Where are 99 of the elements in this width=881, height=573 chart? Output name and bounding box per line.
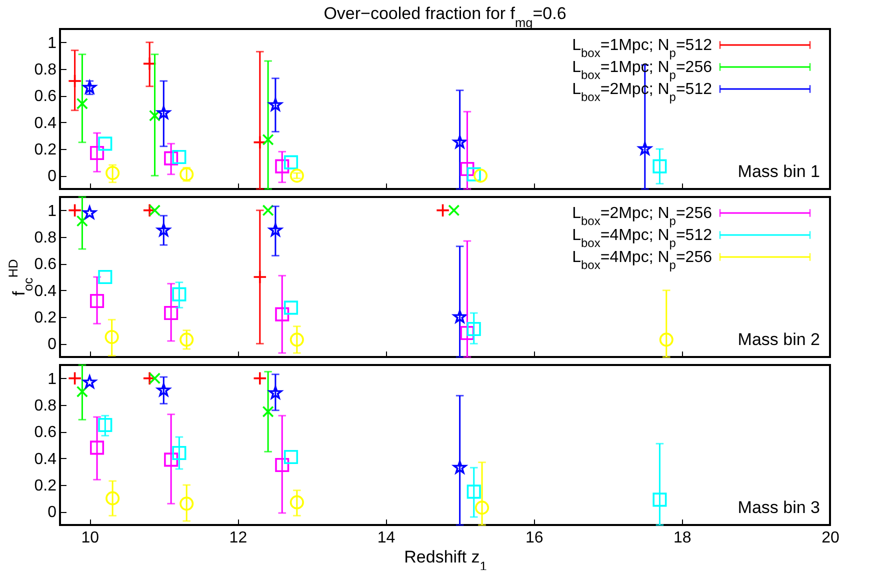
x-tick-label: 18	[674, 530, 692, 546]
y-tick-label: 0.2	[34, 310, 57, 326]
point	[652, 492, 667, 507]
y-tick-label: 0	[48, 336, 57, 354]
point	[474, 168, 488, 183]
point	[156, 223, 170, 236]
point	[436, 203, 450, 218]
point	[142, 56, 157, 71]
point	[180, 332, 194, 347]
point	[68, 74, 82, 88]
point	[98, 136, 112, 151]
point	[68, 203, 82, 218]
point	[262, 406, 274, 418]
y-tick-label: 0.4	[34, 282, 57, 300]
point	[90, 294, 104, 308]
y-tick-label: 0	[48, 168, 57, 186]
point	[164, 151, 178, 166]
y-tick-label: 0.6	[34, 256, 57, 274]
y-tick-label: 0.6	[34, 424, 57, 442]
point	[76, 98, 88, 110]
point	[638, 142, 652, 155]
point	[448, 204, 460, 216]
point	[156, 383, 170, 396]
point	[172, 287, 186, 302]
point	[252, 270, 267, 284]
y-tick-label: 0.4	[34, 450, 57, 468]
legend-label: L$_{box}$=4Mpc; N$_{p}$=256	[572, 249, 712, 272]
point	[460, 326, 474, 340]
x-tick-label: 10	[81, 530, 100, 546]
point	[76, 386, 88, 398]
point	[290, 168, 304, 183]
point	[82, 206, 96, 219]
point	[98, 270, 112, 284]
point	[164, 306, 178, 320]
point	[262, 134, 274, 146]
point	[106, 166, 120, 180]
point	[474, 500, 490, 515]
y-tick-label: 0.2	[34, 478, 57, 494]
point	[90, 146, 104, 160]
point	[466, 322, 481, 336]
point	[148, 204, 161, 216]
point	[262, 204, 274, 216]
point	[156, 106, 170, 119]
point	[453, 310, 467, 323]
annotation: Mass bin 2	[738, 330, 820, 349]
point	[290, 332, 304, 347]
point	[460, 162, 474, 176]
y-tick-label: 0.2	[34, 142, 57, 158]
point	[172, 446, 186, 460]
point	[148, 110, 161, 122]
point	[90, 440, 104, 455]
point	[76, 215, 88, 227]
point	[290, 495, 304, 510]
point	[275, 458, 290, 472]
point	[453, 460, 467, 474]
y-tick-label: 0.8	[34, 398, 57, 414]
point	[275, 159, 290, 174]
legend-label: L$_{box}$=2Mpc; N$_{p}$=256	[572, 205, 712, 228]
legend-label: L$_{box}$=1Mpc; N$_{p}$=512	[572, 37, 712, 60]
point	[284, 155, 298, 170]
y-tick-label: 0.8	[34, 230, 57, 246]
point	[148, 372, 161, 384]
point	[466, 167, 481, 182]
y-tick-label: 0.6	[34, 88, 57, 106]
point	[284, 450, 298, 464]
y-tick-label: 0	[48, 504, 57, 522]
point	[252, 135, 267, 150]
point	[652, 159, 667, 174]
point	[68, 371, 82, 386]
point	[106, 491, 120, 506]
x-tick-label: 14	[377, 530, 396, 546]
point	[82, 375, 96, 388]
x-tick-label: 12	[229, 530, 248, 546]
x-tick-label: 16	[525, 530, 544, 546]
y-tick-label: 0.8	[34, 62, 57, 78]
y-tick-label: 1	[48, 370, 57, 388]
point	[659, 332, 674, 347]
annotation: Mass bin 3	[738, 498, 820, 517]
point	[98, 418, 112, 432]
x-axis-title: Redshift z$_{1}$	[404, 548, 487, 573]
point	[104, 330, 119, 344]
point	[164, 452, 178, 467]
y-tick-label: 0.4	[34, 114, 57, 132]
point	[453, 135, 467, 148]
point	[268, 223, 282, 236]
point	[268, 386, 282, 399]
point	[284, 300, 298, 315]
annotation: Mass bin 1	[738, 162, 820, 181]
point	[466, 484, 481, 499]
point	[268, 98, 282, 111]
y-tick-label: 1	[48, 34, 57, 52]
x-tick-label: 20	[822, 530, 840, 546]
point	[252, 371, 267, 386]
legend-label: L$_{box}$=4Mpc; N$_{p}$=512	[572, 227, 712, 250]
point	[275, 307, 290, 322]
point	[180, 496, 194, 511]
point	[180, 167, 194, 182]
point	[172, 150, 186, 164]
y-tick-label: 1	[48, 202, 57, 220]
